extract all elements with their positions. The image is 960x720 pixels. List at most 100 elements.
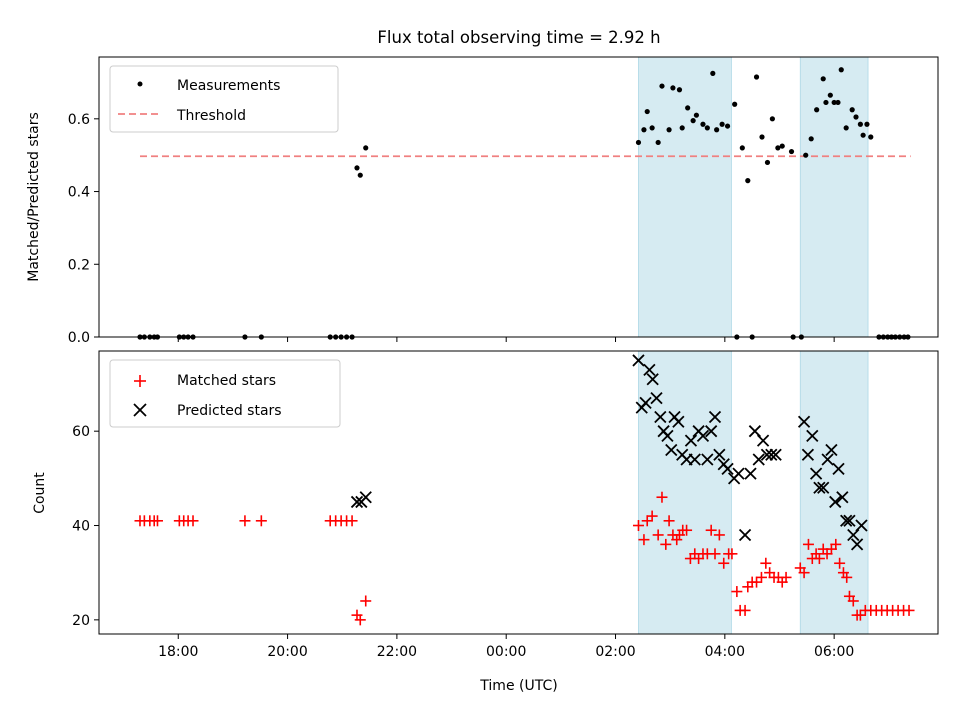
- predicted-star-point: [661, 429, 674, 443]
- top-axes-frame: [98, 56, 939, 338]
- measurement-point: [690, 118, 696, 124]
- measurement-point: [853, 114, 859, 120]
- measurement-point: [759, 134, 765, 140]
- matched-star-point: [713, 529, 725, 541]
- predicted-stars-points: [350, 354, 868, 551]
- matched-star-point: [830, 538, 842, 550]
- matched-star-point: [841, 571, 853, 583]
- matched-star-point: [346, 515, 358, 527]
- measurement-point: [641, 127, 647, 133]
- measurement-point: [868, 134, 874, 140]
- measurement-point: [860, 132, 866, 138]
- top-y-tick-label: 0.2: [68, 257, 90, 273]
- bottom-y-tick-label: 40: [72, 519, 90, 535]
- predicted-star-point: [732, 467, 745, 480]
- predicted-star-point: [809, 467, 823, 480]
- legend-predicted-label: Predicted stars: [177, 403, 282, 419]
- matched-star-point: [718, 557, 730, 569]
- matched-star-point: [660, 538, 672, 550]
- top-y-tick-label: 0.6: [68, 112, 90, 128]
- predicted-star-point: [769, 448, 782, 461]
- matched-star-point: [641, 515, 653, 527]
- measurement-point: [838, 67, 844, 73]
- predicted-star-point: [643, 363, 656, 377]
- predicted-star-point: [840, 514, 853, 527]
- predicted-star-point: [684, 434, 698, 447]
- predicted-star-point: [721, 462, 734, 476]
- predicted-star-point: [672, 415, 685, 428]
- measurement-point: [670, 85, 676, 91]
- bottom-panel: 20 40 60 18:00 20:00 22:00 00:00 02:00 04:00 06:…: [32, 350, 939, 694]
- predicted-star-point: [801, 448, 815, 461]
- top-y-ticks: 0.0 0.2 0.4 0.6: [68, 112, 99, 346]
- measurement-point: [769, 116, 775, 122]
- measurement-point: [864, 121, 870, 127]
- matched-star-point: [663, 515, 675, 527]
- measurement-point: [764, 159, 771, 166]
- top-y-tick-label: 0.4: [68, 185, 90, 201]
- x-tick-label: 20:00: [267, 644, 307, 660]
- top-highlight-span: [638, 56, 732, 338]
- measurement-point: [693, 112, 700, 118]
- legend-threshold-label: Threshold: [176, 108, 246, 124]
- measurement-point: [714, 127, 720, 133]
- measurement-point: [666, 127, 672, 133]
- measurement-point: [649, 125, 655, 131]
- predicted-star-point: [817, 481, 830, 494]
- bottom-y-axis-label: Count: [32, 472, 48, 514]
- matched-star-point: [802, 538, 814, 550]
- matched-star-point: [847, 595, 859, 607]
- measurement-point: [788, 148, 795, 155]
- top-x-ticks: [177, 337, 835, 342]
- bottom-y-tick-label: 20: [72, 613, 90, 629]
- predicted-star-point: [632, 354, 645, 367]
- measurement-point: [835, 99, 841, 106]
- predicted-star-point: [650, 392, 663, 405]
- top-highlight-spans: [638, 56, 869, 338]
- measurement-point: [827, 92, 833, 98]
- bottom-highlight-span: [638, 350, 732, 635]
- measurement-point: [363, 145, 369, 151]
- measurement-point: [775, 145, 781, 151]
- top-y-axis-label: Matched/Predicted stars: [26, 112, 42, 282]
- predicted-star-point: [639, 396, 652, 410]
- bottom-y-ticks: 20 40 60: [72, 424, 99, 629]
- predicted-star-point: [665, 443, 678, 457]
- measurement-point: [820, 76, 826, 82]
- top-legend-box: [109, 65, 339, 133]
- predicted-star-point: [797, 415, 811, 428]
- x-tick-label: 06:00: [814, 644, 854, 660]
- matched-star-point: [780, 571, 792, 583]
- matched-star-point: [187, 515, 199, 527]
- measurement-point: [803, 152, 809, 158]
- measurement-point: [685, 105, 691, 111]
- legend-predicted-marker: [133, 403, 147, 417]
- predicted-star-point: [756, 434, 770, 447]
- matched-star-point: [638, 534, 650, 546]
- measurement-point: [745, 178, 751, 184]
- measurement-point: [814, 107, 820, 113]
- matched-star-point: [354, 614, 366, 626]
- predicted-star-point: [806, 429, 819, 443]
- measurement-point: [732, 101, 738, 107]
- measurement-point: [719, 121, 725, 127]
- predicted-star-point: [350, 495, 364, 509]
- matched-star-point: [646, 510, 658, 522]
- matched-star-point: [760, 557, 772, 569]
- predicted-star-point: [850, 538, 864, 551]
- measurement-point: [704, 125, 710, 131]
- matched-star-point: [739, 604, 751, 616]
- bottom-legend: Matched stars Predicted stars: [109, 359, 341, 428]
- top-legend: Measurements Threshold: [109, 65, 339, 133]
- x-axis-label: Time (UTC): [479, 678, 557, 694]
- predicted-star-point: [843, 514, 856, 527]
- predicted-star-point: [744, 467, 757, 480]
- predicted-star-point: [713, 448, 726, 461]
- measurement-point: [655, 139, 661, 146]
- chart-title: Flux total observing time = 2.92 h: [377, 28, 660, 47]
- matched-star-point: [751, 576, 763, 588]
- predicted-star-point: [688, 453, 701, 466]
- x-tick-label: 02:00: [595, 644, 635, 660]
- measurement-point: [831, 99, 837, 106]
